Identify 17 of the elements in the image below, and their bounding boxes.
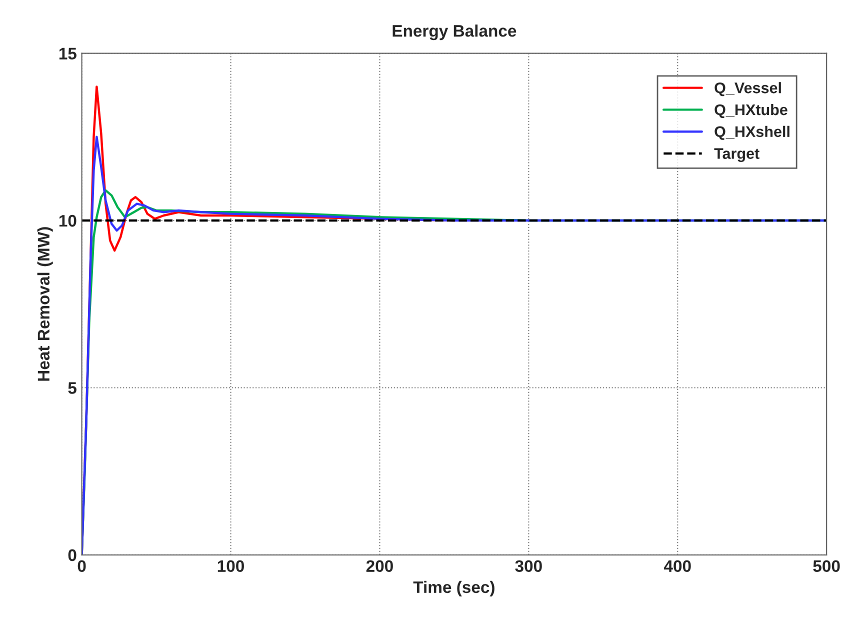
x-tick-label: 400 (664, 560, 691, 572)
legend-label: Q_Vessel (714, 82, 781, 96)
legend-label: Target (714, 148, 760, 162)
y-tick-label: 5 (68, 382, 76, 394)
y-tick-label: 0 (68, 549, 76, 562)
legend-label: Q_HXtube (714, 104, 788, 118)
chart-title: Energy Balance (392, 24, 516, 40)
x-tick-label: 200 (366, 560, 393, 572)
x-tick-label: 100 (218, 560, 244, 572)
legend-label: Q_HXshell (714, 126, 790, 140)
x-tick-label: 300 (515, 560, 542, 572)
x-tick-label: 0 (78, 560, 86, 572)
y-tick-label: 10 (59, 214, 76, 227)
x-tick-label: 500 (813, 560, 840, 572)
y-tick-label: 15 (59, 48, 76, 60)
x-axis-title: Time (sec) (413, 580, 494, 596)
y-axis-title: Heat Removal (MW) (37, 227, 53, 381)
